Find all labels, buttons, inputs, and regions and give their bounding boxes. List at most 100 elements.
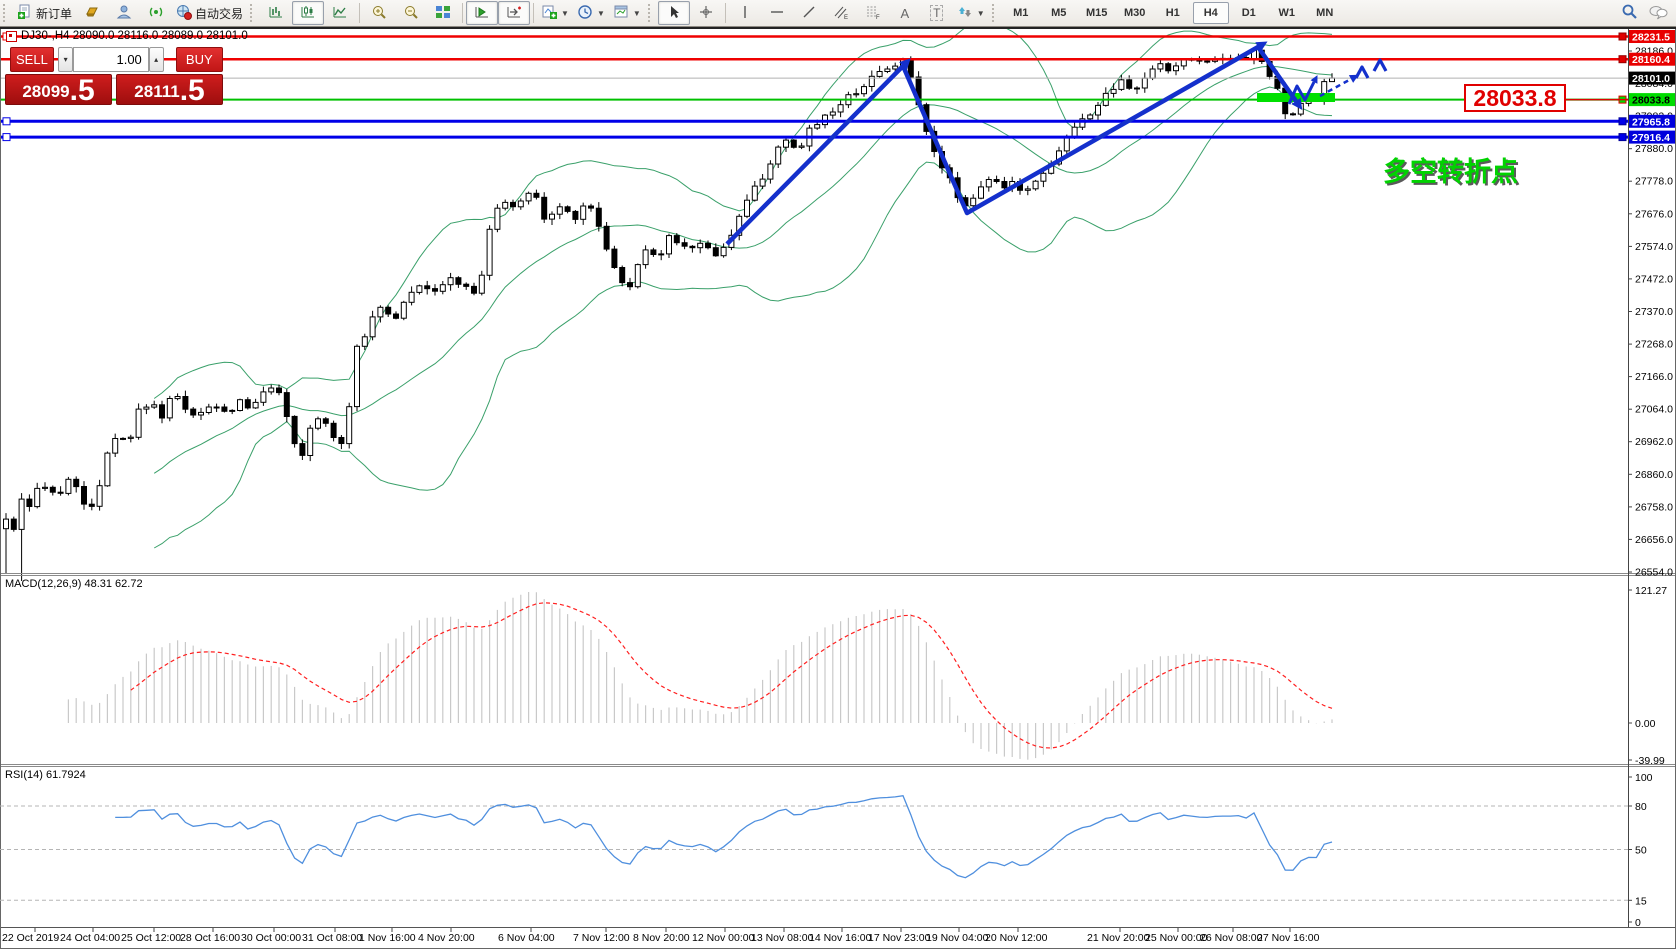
time-axis-label[interactable]: 19 Nov 04:00 xyxy=(926,932,989,944)
candle-body xyxy=(985,179,992,188)
profile-button[interactable] xyxy=(108,1,140,25)
templates-button[interactable]: ▼ xyxy=(609,1,645,25)
price-axis-box xyxy=(1629,30,1675,43)
candle-body xyxy=(783,139,789,148)
buy-price[interactable]: 28111.5 xyxy=(116,74,223,105)
toolbar-right xyxy=(1621,3,1676,23)
line-handle[interactable] xyxy=(1618,32,1627,41)
time-axis-label[interactable]: 21 Nov 20:00 xyxy=(1087,932,1150,944)
fibonacci-button[interactable]: F xyxy=(857,1,889,25)
line-handle[interactable] xyxy=(1618,55,1627,64)
crosshair-button[interactable] xyxy=(690,1,722,25)
time-axis-label[interactable]: 26 Nov 08:00 xyxy=(1200,932,1263,944)
time-axis-label[interactable]: 6 Nov 04:00 xyxy=(498,932,555,944)
time-axis-label[interactable]: 24 Oct 04:00 xyxy=(60,932,120,944)
time-axis-label[interactable]: 30 Oct 00:00 xyxy=(241,932,301,944)
candle-body xyxy=(104,452,111,487)
zoom-out-button[interactable] xyxy=(395,1,427,25)
autotrade-button[interactable]: 自动交易 xyxy=(172,1,247,25)
dashed-arrow[interactable] xyxy=(1319,77,1352,98)
time-axis-label[interactable]: 7 Nov 12:00 xyxy=(573,932,630,944)
time-axis-label[interactable]: 12 Nov 00:00 xyxy=(692,932,755,944)
timeframe-button-W1[interactable]: W1 xyxy=(1278,7,1295,19)
time-axis-label[interactable]: 13 Nov 08:00 xyxy=(751,932,814,944)
timeframe-button-M5[interactable]: M5 xyxy=(1051,7,1067,19)
candle-body xyxy=(736,215,743,236)
dropdown-caret-icon: ▼ xyxy=(561,8,569,18)
time-axis-label[interactable]: 8 Nov 20:00 xyxy=(633,932,690,944)
zoom-in-button[interactable] xyxy=(363,1,395,25)
candle-body xyxy=(416,285,423,293)
label-button[interactable]: T xyxy=(921,1,953,25)
timeframe-button-H1[interactable]: H1 xyxy=(1165,7,1180,19)
line-handle[interactable] xyxy=(1618,133,1627,142)
price-tick-label: 27268.0 xyxy=(1635,339,1673,351)
text-button[interactable]: A xyxy=(889,1,921,25)
crosshair-icon xyxy=(698,4,714,23)
timeframe-button-D1[interactable]: D1 xyxy=(1241,7,1256,19)
timeframe-button-M15[interactable]: M15 xyxy=(1086,7,1108,19)
timeframe-button-MN[interactable]: MN xyxy=(1316,7,1334,19)
price-callout-label[interactable]: 28033.8 xyxy=(1464,84,1566,112)
price-tick-label: 27064.0 xyxy=(1635,404,1673,416)
timeframe-button-M30[interactable]: M30 xyxy=(1124,7,1146,19)
volume-increase-button[interactable]: ▴ xyxy=(148,47,164,72)
toolbar-grip xyxy=(3,4,10,22)
sell-button[interactable]: SELL xyxy=(10,47,54,72)
time-axis-label[interactable]: 28 Oct 16:00 xyxy=(180,932,240,944)
candle-body xyxy=(455,277,462,285)
time-axis-label[interactable]: 20 Nov 12:00 xyxy=(985,932,1048,944)
bar-chart-button[interactable] xyxy=(260,1,292,25)
time-axis-label[interactable]: 4 Nov 20:00 xyxy=(418,932,475,944)
buy-button[interactable]: BUY xyxy=(175,47,224,72)
timeframe-button-H4[interactable]: H4 xyxy=(1192,2,1229,24)
rsi-tick-label: 50 xyxy=(1635,845,1647,857)
time-axis-label[interactable]: 17 Nov 23:00 xyxy=(868,932,931,944)
trend-zigzag[interactable] xyxy=(725,44,1298,246)
line-handle[interactable] xyxy=(2,133,11,142)
volume-input[interactable]: 1.00 xyxy=(73,47,149,72)
candlestick-button[interactable] xyxy=(292,1,325,25)
market-button[interactable] xyxy=(76,1,108,25)
time-axis-label[interactable]: 22 Oct 2019 xyxy=(2,932,59,944)
volume-decrease-button[interactable]: ▾ xyxy=(57,47,74,72)
signals-button[interactable] xyxy=(140,1,172,25)
horizontal-line-button[interactable] xyxy=(761,1,793,25)
time-axis-label[interactable]: 25 Oct 12:00 xyxy=(121,932,181,944)
candle-body xyxy=(603,225,610,250)
time-axis-label[interactable]: 31 Oct 08:00 xyxy=(302,932,362,944)
arrowhead-icon[interactable] xyxy=(1310,73,1321,84)
candle-body xyxy=(198,411,204,416)
shapes-button[interactable]: ▼ xyxy=(953,1,989,25)
line-chart-button[interactable] xyxy=(324,1,356,25)
time-axis-label[interactable]: 25 Nov 00:00 xyxy=(1145,932,1208,944)
mini-zigzag[interactable] xyxy=(1287,81,1316,105)
caret-mark[interactable] xyxy=(1372,58,1388,72)
trendline-button[interactable] xyxy=(793,1,825,25)
time-axis-label[interactable]: 27 Nov 16:00 xyxy=(1257,932,1320,944)
candle-body xyxy=(322,418,329,424)
arrowhead-icon[interactable] xyxy=(1291,97,1306,113)
search-icon[interactable] xyxy=(1621,3,1638,23)
line-handle[interactable] xyxy=(2,117,11,126)
time-axis-label[interactable]: 1 Nov 16:00 xyxy=(359,932,416,944)
candle-body xyxy=(1134,87,1140,90)
caret-mark[interactable] xyxy=(1354,65,1370,79)
time-axis-label[interactable]: 14 Nov 16:00 xyxy=(809,932,872,944)
arrowhead-icon[interactable] xyxy=(1255,37,1270,52)
tile-windows-button[interactable] xyxy=(427,1,459,25)
indicators-button[interactable]: ▼ xyxy=(537,1,573,25)
periods-button[interactable]: ▼ xyxy=(573,1,609,25)
sell-price[interactable]: 28099.5 xyxy=(5,74,112,105)
auto-scroll-button[interactable] xyxy=(466,1,499,25)
chat-icon[interactable] xyxy=(1648,4,1668,23)
channel-button[interactable]: E xyxy=(825,1,857,25)
chart-shift-button[interactable] xyxy=(498,1,531,25)
cursor-button[interactable] xyxy=(657,1,690,25)
new-order-button[interactable]: 新订单 xyxy=(13,1,76,25)
price-tick-label: 26554.0 xyxy=(1635,567,1673,579)
vertical-line-button[interactable] xyxy=(729,1,761,25)
timeframe-button-M1[interactable]: M1 xyxy=(1013,7,1029,19)
line-handle[interactable] xyxy=(1618,117,1627,126)
annotation-text[interactable]: 多空转折点 xyxy=(1383,157,1518,187)
